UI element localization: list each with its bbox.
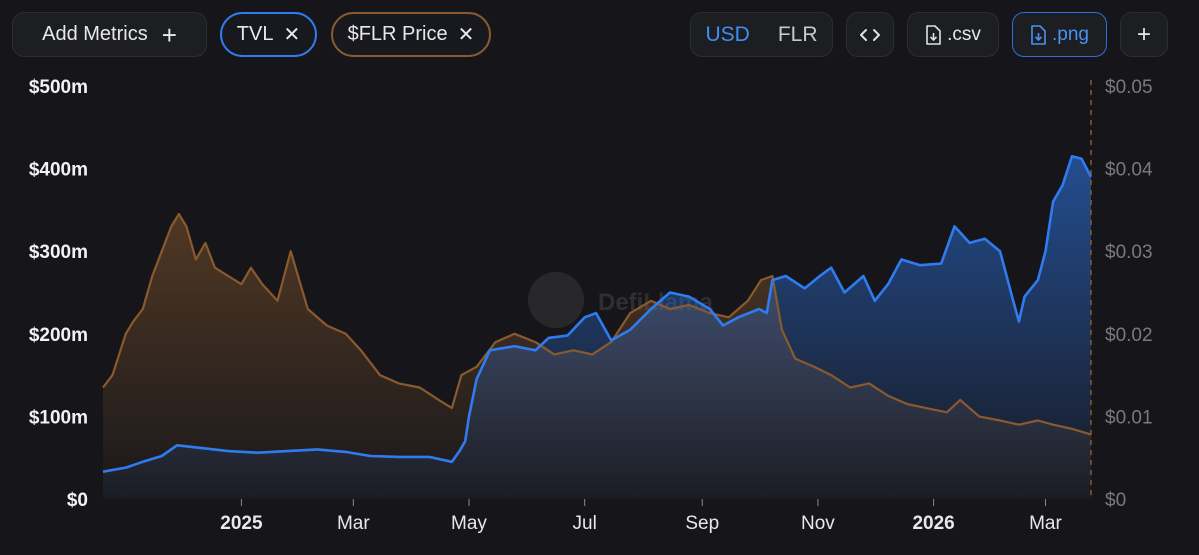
y-tick-label-right: $0.02	[1105, 325, 1153, 346]
metric-chip-flr-price[interactable]: $FLR Price ✕	[331, 12, 491, 57]
plus-icon: +	[1136, 20, 1151, 48]
png-label: .png	[1052, 23, 1089, 45]
y-tick-label-right: $0.04	[1105, 160, 1153, 181]
y-tick-label-left: $200m	[29, 325, 88, 346]
add-metrics-label: Add Metrics	[42, 23, 148, 45]
y-tick-label-right: $0.05	[1105, 77, 1153, 98]
currency-toggle: USD FLR	[690, 12, 833, 57]
file-download-icon	[1030, 24, 1046, 45]
x-tick-label: Mar	[337, 513, 370, 534]
y-tick-label-left: $300m	[29, 242, 88, 263]
y-tick-label-right: $0.03	[1105, 242, 1153, 263]
close-icon[interactable]: ✕	[283, 23, 301, 46]
x-tick-label: Jul	[573, 513, 597, 534]
csv-label: .csv	[947, 23, 981, 45]
currency-option-flr[interactable]: FLR	[777, 22, 818, 46]
x-tick-label: 2025	[220, 513, 263, 534]
y-tick-label-left: $400m	[29, 160, 88, 181]
tvl-price-chart: DefiLlama $0$100m$200m$300m$400m$500m $0…	[29, 77, 1153, 534]
series-line-flr-price	[102, 212, 1092, 436]
code-icon	[860, 27, 880, 43]
x-tick-label: 2026	[912, 513, 954, 534]
x-tick-label: Nov	[801, 513, 835, 534]
add-metrics-button[interactable]: Add Metrics +	[12, 12, 207, 57]
download-csv-button[interactable]: .csv	[907, 12, 999, 57]
chip-label-flr-price: $FLR Price	[347, 23, 448, 45]
y-tick-label-right: $0	[1105, 490, 1126, 511]
y-tick-label-left: $500m	[29, 77, 88, 98]
chip-label-tvl: TVL	[236, 23, 274, 45]
y-tick-label-left: $100m	[29, 407, 88, 428]
plus-icon: +	[161, 19, 177, 50]
x-tick-label: May	[451, 513, 487, 534]
x-tick-label: Sep	[685, 513, 719, 534]
close-icon[interactable]: ✕	[457, 23, 475, 46]
currency-option-usd[interactable]: USD	[705, 22, 750, 46]
series-area-tvl	[103, 156, 1091, 499]
file-download-icon	[925, 24, 941, 45]
embed-button[interactable]	[846, 12, 894, 57]
add-chart-button[interactable]: +	[1120, 12, 1168, 57]
series-line-tvl	[102, 154, 1093, 473]
download-png-button[interactable]: .png	[1012, 12, 1107, 57]
y-tick-label-left: $0	[67, 490, 88, 511]
x-tick-label: Mar	[1029, 513, 1062, 534]
chart-toolbar: Add Metrics + TVL ✕ $FLR Price ✕ USD FLR…	[0, 0, 1199, 66]
metric-chip-tvl[interactable]: TVL ✕	[220, 12, 317, 57]
y-tick-label-right: $0.01	[1105, 407, 1153, 428]
